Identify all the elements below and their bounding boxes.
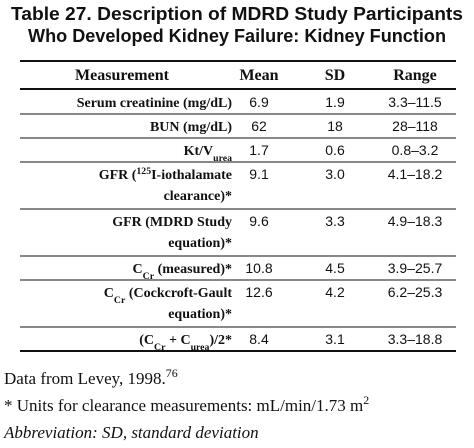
column-header: Measurement [75, 67, 170, 84]
text-run: Cr [154, 342, 166, 353]
text-run: I-iothalamate [151, 168, 232, 183]
row-label: GFR (MDRD Study [112, 215, 232, 230]
text-run: 2 [363, 393, 369, 407]
cell-value: 3.0 [325, 166, 345, 182]
row-label: equation)* [168, 307, 232, 322]
text-run: + C [165, 333, 190, 348]
text-run: Cr [114, 295, 126, 306]
cell-value: 1.7 [249, 142, 269, 158]
text-run: Kt/V [184, 144, 214, 159]
cell-value: 9.6 [249, 213, 269, 229]
text-run: C [133, 262, 143, 277]
row-label: equation)* [168, 236, 232, 251]
cell-value: 0.6 [325, 142, 345, 158]
text-run: equation)* [168, 236, 232, 251]
cell-value: 0.8–3.2 [392, 142, 439, 158]
cell-value: 4.1–18.2 [388, 166, 443, 182]
column-header: SD [325, 67, 345, 84]
cell-value: 4.5 [325, 260, 345, 276]
cell-value: 4.2 [325, 284, 345, 300]
row-label: CCr (Cockcroft-Gault [104, 286, 233, 306]
text-run: urea [213, 153, 232, 164]
text-run: 76 [166, 366, 178, 380]
text-run: BUN (mg/dL) [150, 120, 232, 135]
cell-value: 3.3–11.5 [388, 94, 442, 110]
text-run: 125 [136, 166, 151, 177]
footnote: Data from Levey, 1998.76 [4, 366, 178, 388]
cell-value: 18 [327, 118, 343, 134]
text-run: * Units for clearance measurements: mL/m… [4, 396, 363, 415]
text-run: (Cockcroft-Gault [125, 286, 232, 301]
cell-value: 6.2–25.3 [388, 284, 443, 300]
cell-value: 3.9–25.7 [388, 260, 443, 276]
cell-value: 3.3–18.8 [388, 331, 443, 347]
cell-value: 28–118 [392, 118, 438, 134]
row-label: Kt/Vurea [184, 144, 233, 164]
cell-value: 3.1 [325, 331, 345, 347]
text-run: Serum creatinine (mg/dL) [77, 96, 233, 111]
cell-value: 9.1 [249, 166, 269, 182]
title-line: Table 27. Description of MDRD Study Part… [11, 4, 463, 24]
row-label: Serum creatinine (mg/dL) [77, 96, 233, 111]
footnote: Abbreviation: SD, standard deviation [3, 423, 259, 442]
cell-value: 10.8 [245, 260, 272, 276]
title-line: Who Developed Kidney Failure: Kidney Fun… [28, 26, 446, 46]
row-label: CCr (measured)* [133, 262, 232, 282]
row-label: clearance)* [164, 189, 232, 204]
cell-value: 1.9 [325, 94, 345, 110]
cell-value: 8.4 [249, 331, 269, 347]
text-run: GFR ( [99, 168, 137, 183]
row-label: BUN (mg/dL) [150, 120, 232, 135]
column-header: Range [393, 67, 437, 84]
cell-value: 4.9–18.3 [388, 213, 443, 229]
cell-value: 6.9 [249, 94, 269, 110]
column-header: Mean [239, 67, 278, 84]
text-run: C [104, 286, 114, 301]
text-run: equation)* [168, 307, 232, 322]
text-run: clearance)* [164, 189, 232, 204]
text-run: Cr [143, 271, 155, 282]
text-run: )/2* [209, 333, 232, 348]
text-run: urea [191, 342, 210, 353]
cell-value: 12.6 [245, 284, 272, 300]
cell-value: 3.3 [325, 213, 345, 229]
row-label: (CCr + Curea)/2* [139, 333, 232, 353]
cell-value: 62 [251, 118, 267, 134]
text-run: (measured)* [154, 262, 232, 277]
text-run: Abbreviation: SD, standard deviation [3, 423, 259, 442]
text-run: GFR (MDRD Study [112, 215, 232, 230]
footnote: * Units for clearance measurements: mL/m… [4, 393, 369, 415]
row-label: GFR (125I-iothalamate [99, 166, 232, 184]
text-run: Data from Levey, 1998. [4, 369, 166, 388]
text-run: (C [139, 333, 154, 348]
